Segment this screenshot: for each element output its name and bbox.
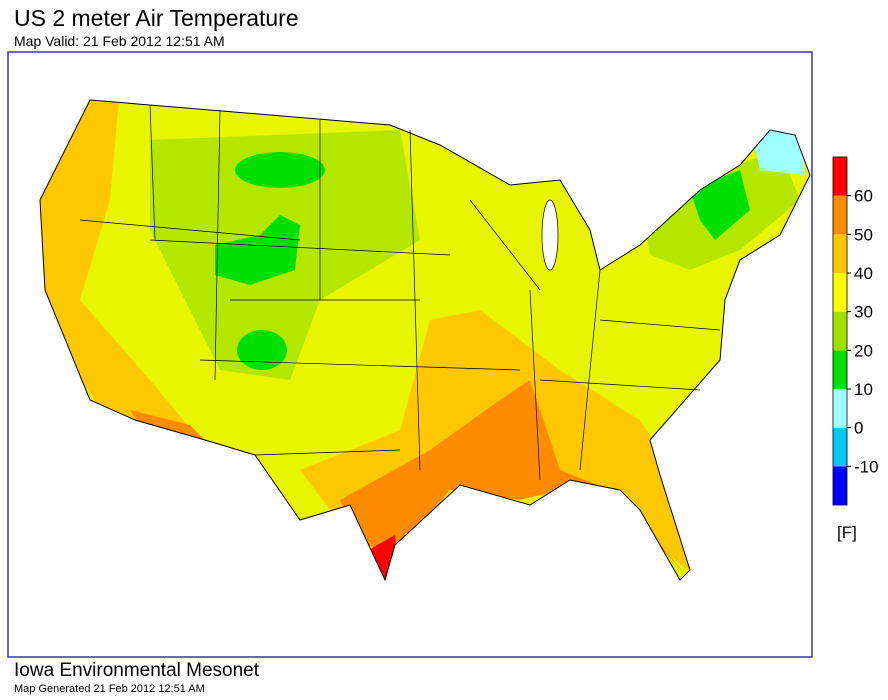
field-cold-montana (235, 152, 325, 188)
state-borders (79, 104, 721, 481)
colorbar-band (833, 427, 847, 467)
colorbar-tick-label: 30 (854, 303, 873, 322)
title: US 2 meter Air Temperature (14, 5, 299, 31)
colorbar-tick-label: 0 (854, 419, 863, 438)
colorbar-band (833, 273, 847, 312)
colorbar-band (833, 389, 847, 428)
temperature-field (40, 100, 810, 580)
colorbar-band (833, 157, 847, 196)
field-gulf-hot (340, 380, 690, 580)
footer-source: Iowa Environmental Mesonet (14, 660, 260, 681)
colorbar-tick-label: -10 (854, 457, 879, 476)
map-frame (7, 51, 813, 658)
footer-generated: Map Generated 21 Feb 2012 12:51 AM (14, 683, 205, 695)
field-cold-colorado (237, 330, 287, 370)
field-west-coast (40, 100, 200, 440)
colorbar-unit: [F] (837, 523, 857, 542)
field-socal-hot (130, 410, 205, 440)
field-cold-wyoming (215, 215, 300, 285)
colorbar-band (833, 350, 847, 389)
colorbar: -10 0 10 20 30 40 50 60 [F] (832, 156, 879, 542)
colorbar-tick-label: 20 (854, 341, 873, 360)
colorbar-tick-label: 50 (854, 225, 873, 244)
lake-michigan (541, 199, 559, 271)
field-cold-vermont (690, 170, 750, 240)
colorbar-frame (832, 156, 848, 506)
colorbar-tick-label: 60 (854, 187, 873, 206)
colorbar-band (833, 311, 847, 351)
colorbar-tick-label: 40 (854, 264, 873, 283)
colorbar-tick-label: 10 (854, 380, 873, 399)
colorbar-band (833, 234, 847, 273)
subtitle: Map Valid: 21 Feb 2012 12:51 AM (14, 33, 225, 49)
colorbar-band (833, 195, 847, 235)
colorbar-band (833, 466, 847, 505)
